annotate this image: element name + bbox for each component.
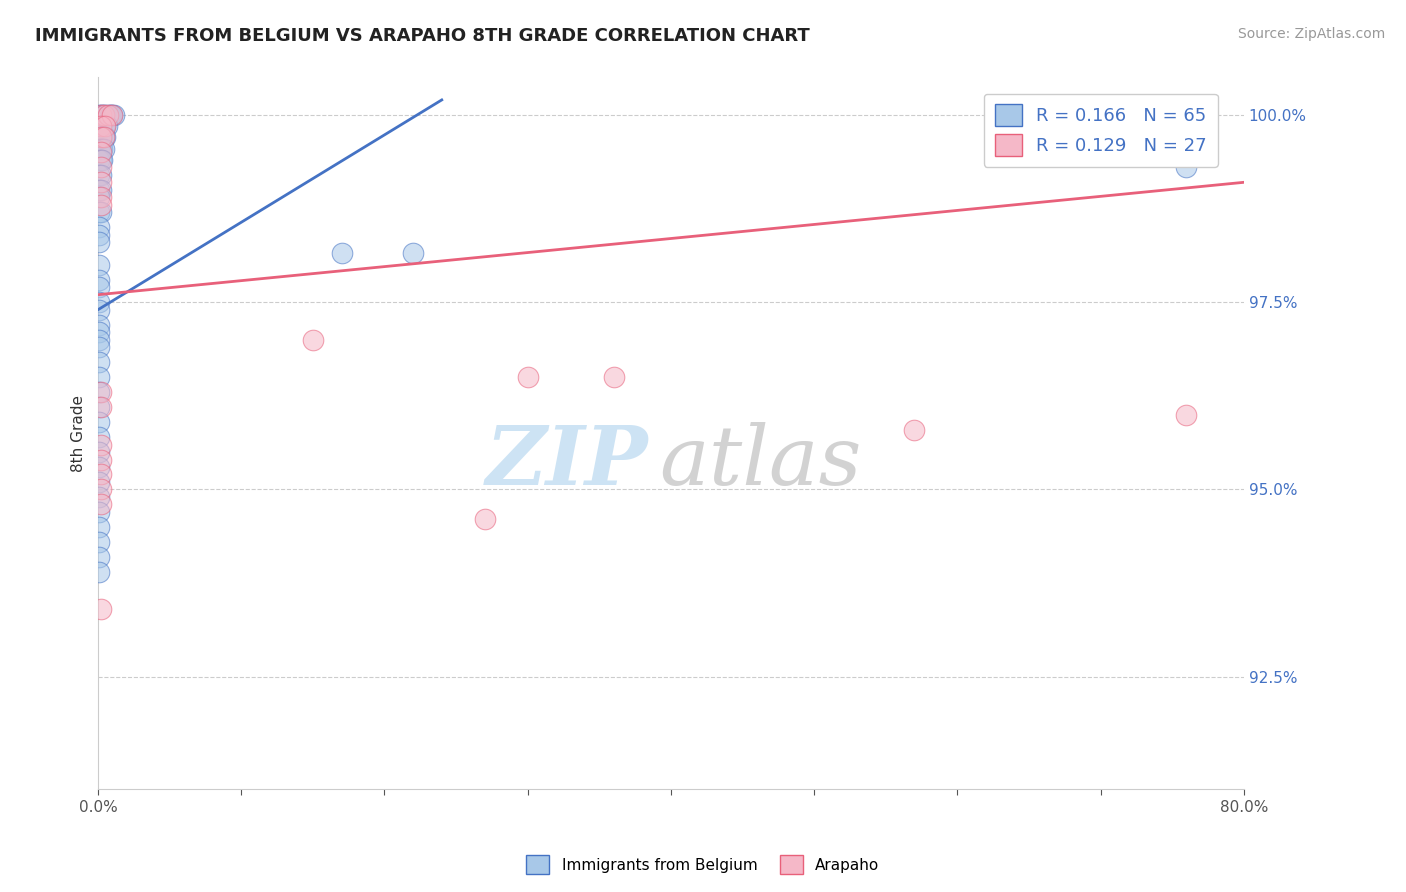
Point bbox=[89, 400, 111, 414]
Point bbox=[94, 130, 117, 145]
Point bbox=[89, 235, 111, 250]
Point bbox=[90, 161, 112, 175]
Point bbox=[89, 119, 111, 133]
Legend: R = 0.166   N = 65, R = 0.129   N = 27: R = 0.166 N = 65, R = 0.129 N = 27 bbox=[984, 94, 1218, 167]
Point bbox=[90, 183, 112, 197]
Point bbox=[89, 340, 111, 354]
Point bbox=[91, 108, 114, 122]
Point bbox=[89, 168, 111, 182]
Point bbox=[100, 108, 122, 122]
Point bbox=[89, 153, 111, 167]
Point bbox=[93, 108, 115, 122]
Point bbox=[93, 119, 115, 133]
Point bbox=[89, 460, 111, 475]
Point bbox=[90, 168, 112, 182]
Point bbox=[89, 355, 111, 369]
Point bbox=[89, 130, 111, 145]
Point bbox=[90, 385, 112, 400]
Point bbox=[93, 108, 115, 122]
Point bbox=[91, 119, 114, 133]
Point bbox=[90, 108, 112, 122]
Point bbox=[98, 108, 121, 122]
Point bbox=[93, 130, 115, 145]
Point bbox=[96, 119, 118, 133]
Point bbox=[94, 108, 117, 122]
Point bbox=[89, 445, 111, 459]
Point bbox=[89, 385, 111, 400]
Point bbox=[89, 370, 111, 384]
Point bbox=[90, 175, 112, 189]
Point bbox=[89, 535, 111, 549]
Point bbox=[93, 130, 115, 145]
Point bbox=[89, 415, 111, 429]
Point bbox=[90, 400, 112, 414]
Point bbox=[89, 490, 111, 504]
Point bbox=[101, 108, 124, 122]
Point bbox=[89, 520, 111, 534]
Point bbox=[103, 108, 125, 122]
Point bbox=[89, 318, 111, 332]
Point bbox=[90, 108, 112, 122]
Point bbox=[90, 437, 112, 451]
Point bbox=[97, 108, 120, 122]
Point bbox=[90, 190, 112, 204]
Point bbox=[90, 452, 112, 467]
Point bbox=[94, 119, 117, 133]
Point bbox=[89, 280, 111, 294]
Point bbox=[402, 246, 425, 260]
Point bbox=[89, 227, 111, 242]
Point bbox=[89, 295, 111, 310]
Point bbox=[89, 142, 111, 156]
Point bbox=[89, 220, 111, 235]
Point bbox=[89, 333, 111, 347]
Point bbox=[89, 258, 111, 272]
Point bbox=[90, 198, 112, 212]
Text: Source: ZipAtlas.com: Source: ZipAtlas.com bbox=[1237, 27, 1385, 41]
Text: IMMIGRANTS FROM BELGIUM VS ARAPAHO 8TH GRADE CORRELATION CHART: IMMIGRANTS FROM BELGIUM VS ARAPAHO 8TH G… bbox=[35, 27, 810, 45]
Point bbox=[91, 142, 114, 156]
Point bbox=[302, 333, 325, 347]
Point bbox=[90, 145, 112, 160]
Text: atlas: atlas bbox=[659, 422, 862, 502]
Point bbox=[90, 119, 112, 133]
Point bbox=[90, 130, 112, 145]
Text: ZIP: ZIP bbox=[485, 422, 648, 502]
Point bbox=[93, 142, 115, 156]
Point bbox=[89, 108, 111, 122]
Point bbox=[89, 183, 111, 197]
Legend: Immigrants from Belgium, Arapaho: Immigrants from Belgium, Arapaho bbox=[520, 849, 886, 880]
Point bbox=[89, 549, 111, 564]
Point bbox=[89, 430, 111, 444]
Point bbox=[602, 370, 624, 384]
Point bbox=[89, 190, 111, 204]
Point bbox=[903, 423, 925, 437]
Point bbox=[91, 130, 114, 145]
Point bbox=[90, 130, 112, 145]
Point bbox=[91, 153, 114, 167]
Point bbox=[89, 565, 111, 579]
Point bbox=[90, 142, 112, 156]
Point bbox=[90, 602, 112, 616]
Point bbox=[94, 119, 117, 133]
Point bbox=[90, 205, 112, 219]
Point bbox=[101, 108, 124, 122]
Point bbox=[89, 505, 111, 519]
Point bbox=[89, 205, 111, 219]
Point bbox=[89, 302, 111, 317]
Y-axis label: 8th Grade: 8th Grade bbox=[72, 395, 86, 472]
Point bbox=[1175, 161, 1198, 175]
Point bbox=[516, 370, 538, 384]
Point bbox=[1175, 408, 1198, 422]
Point bbox=[90, 467, 112, 482]
Point bbox=[90, 153, 112, 167]
Point bbox=[474, 512, 496, 526]
Point bbox=[90, 498, 112, 512]
Point bbox=[330, 246, 353, 260]
Point bbox=[90, 119, 112, 133]
Point bbox=[90, 483, 112, 497]
Point bbox=[89, 325, 111, 339]
Point bbox=[89, 475, 111, 489]
Point bbox=[89, 273, 111, 287]
Point bbox=[97, 108, 120, 122]
